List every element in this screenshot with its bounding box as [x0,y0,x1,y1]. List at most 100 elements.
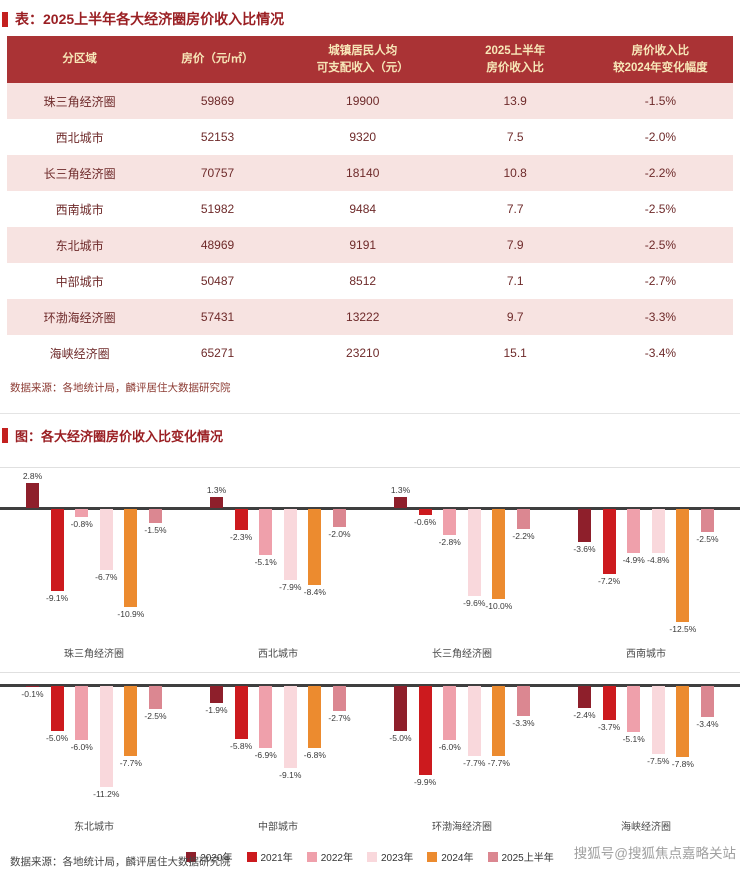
bar-value-label: -7.8% [671,758,694,769]
bar-value-label: -10.9% [117,609,145,620]
table-row: 长三角经济圈 70757 18140 10.8 -2.2% [7,155,733,192]
income-cell: 8512 [349,274,377,289]
region-cell: 西南城市 [55,202,104,217]
bar-slot: -7.5% [647,673,669,813]
bar-2020年 [210,496,223,509]
bar-slot: -5.8% [230,673,252,813]
bar-value-label: -2.5% [144,710,167,721]
bar-slot: -2.8% [439,468,461,640]
income-cell: 23210 [346,346,380,361]
bar-2020年 [394,496,407,509]
ratio-cell: 13.9 [503,94,527,109]
table-title-row: 表：2025上半年各大经济圈房价收入比情况 [0,0,740,36]
table-source: 数据来源：各地统计局，麟评居住大数据研究院 [10,382,231,395]
chart-row-1: 2.8% -9.1% -0.8% -6.7% -10.9% -1.5% 珠三角经济圈 1.3%… [0,467,740,660]
bar-2024年 [308,509,322,585]
chart-group: -2.4% -3.7% -5.1% -7.5% -7.8% -3.4% 海峡经济圈 [573,673,719,833]
chart-plot: -5.0% -9.9% -6.0% -7.7% -7.7% -3.3% [389,673,535,813]
bar-slot: -9.6% [463,468,485,640]
bar-slot: 1.3% [391,468,410,640]
chart-group: -3.6% -7.2% -4.9% -4.8% -12.5% -2.5% 西南城市 [573,468,719,661]
bar-2022年 [443,686,457,741]
bar-value-label: -5.1% [622,734,645,745]
chart-plot: 1.3% -2.3% -5.1% -7.9% -8.4% -2.0% [206,468,351,640]
bar-slot: -3.7% [598,673,620,813]
col-header-price: 房价（元/㎡） [152,36,283,84]
chart-group: 1.3% -0.6% -2.8% -9.6% -10.0% -2.2% 长三角经济圈 [391,468,535,661]
zero-axis-line [0,684,740,688]
legend-swatch [246,851,257,862]
bar-slot: -2.3% [230,468,252,640]
bar-2024年 [676,509,690,622]
bar-value-label: -1.9% [205,705,228,716]
bar-value-label: -4.9% [622,555,645,566]
bar-value-label: -7.5% [647,755,670,766]
legend-swatch [427,851,438,862]
bar-slot: -10.9% [117,468,144,640]
price-cell: 51982 [200,202,235,217]
bar-slot: -4.9% [623,468,645,640]
bar-2025上半年 [148,509,162,523]
bar-value-label: -3.7% [597,721,621,732]
bar-slot: -6.7% [95,468,117,640]
bar-slot: -6.8% [304,673,326,813]
change-cell: -2.7% [644,274,677,289]
price-cell: 70757 [200,166,235,181]
bar-2025上半年 [332,509,346,528]
legend-swatch [306,851,317,862]
table-row: 中部城市 50487 8512 7.1 -2.7% [7,263,733,299]
bar-value-label: -7.7% [463,757,486,768]
bar-value-label: -6.0% [70,742,93,753]
bar-slot: -7.8% [672,673,694,813]
change-cell: -2.5% [644,238,677,253]
bar-2024年 [124,509,138,608]
bar-value-label: -7.7% [487,757,510,768]
bar-value-label: -7.9% [279,582,302,593]
bar-value-label: -2.0% [328,529,351,540]
bar-slot: -2.5% [144,673,167,813]
price-cell: 50487 [200,274,235,289]
bar-2025上半年 [516,509,530,530]
chart-source: 数据来源：各地统计局，麟评居住大数据研究院 [10,856,231,868]
bar-slot: -0.8% [71,468,93,640]
category-label: 环渤海经济圈 [432,822,492,834]
income-cell: 13222 [346,310,380,325]
bar-value-label: -7.2% [597,576,621,587]
bar-value-label: 1.3% [206,484,227,495]
change-cell: -1.5% [644,94,677,109]
bar-value-label: -9.6% [463,597,486,608]
bar-value-label: -7.7% [119,757,142,768]
bar-slot: -7.9% [279,468,301,640]
bar-2023年 [283,509,297,581]
bar-2020年 [394,686,407,732]
income-cell: 9191 [349,238,377,253]
chart-group: 1.3% -2.3% -5.1% -7.9% -8.4% -2.0% 西北城市 [206,468,351,661]
income-cell: 19900 [346,94,380,109]
price-cell: 48969 [200,238,235,253]
bar-2022年 [443,509,457,535]
chart-plot: 1.3% -0.6% -2.8% -9.6% -10.0% -2.2% [391,468,535,640]
bar-slot: -0.6% [414,468,436,640]
price-cell: 59869 [200,94,235,109]
bar-value-label: -5.0% [45,733,69,744]
bar-value-label: -0.6% [413,516,437,527]
bar-slot: -11.2% [93,673,119,813]
bar-slot: -8.4% [304,468,326,640]
bar-slot: -7.7% [488,673,510,813]
category-label: 西北城市 [258,649,298,661]
bar-value-label: -2.8% [438,536,461,547]
bar-value-label: -0.8% [70,518,93,529]
table-row: 西南城市 51982 9484 7.7 -2.5% [7,191,733,227]
ratio-table: 分区域 房价（元/㎡） 城镇居民人均 可支配收入（元） 2025上半年 房价收入… [7,36,733,371]
bar-slot: -1.5% [144,468,167,640]
bar-2023年 [651,686,665,754]
chart-title-row: 图：各大经济圈房价收入比变化情况 [0,414,740,449]
legend-item: 2021年 [246,849,293,864]
price-cell: 52153 [200,130,235,145]
bar-value-label: 2.8% [22,471,43,482]
bar-slot: -2.4% [573,673,596,813]
bar-slot: -7.7% [463,673,485,813]
legend-item: 2023年 [367,849,413,864]
category-label: 西南城市 [626,649,666,661]
